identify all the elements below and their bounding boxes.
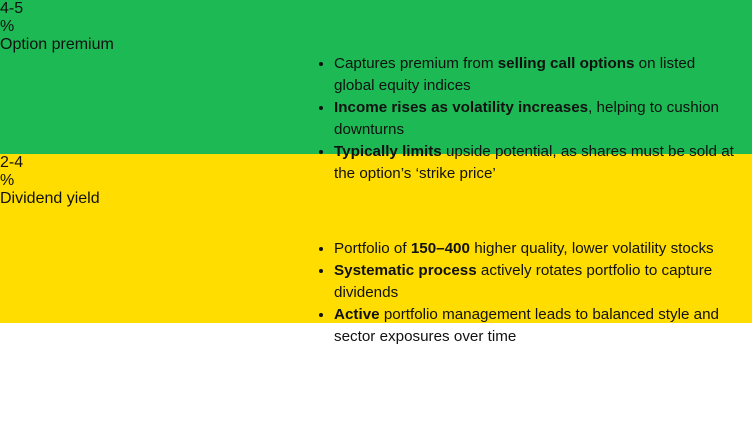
stat-unit: % (0, 172, 15, 189)
bullet-item: Active portfolio management leads to bal… (334, 304, 734, 348)
text: portfolio management leads to balanced s… (334, 306, 719, 345)
bold-text: Active (334, 306, 380, 323)
text: Captures premium from (334, 55, 498, 72)
stat-number: 4-5 (0, 0, 24, 17)
bullet-list: Portfolio of 150–400 higher quality, low… (316, 238, 734, 348)
stat-number: 2-4 (0, 154, 24, 171)
bold-text: Typically limits (334, 143, 442, 160)
stat-box: 4-5% Option premium (0, 0, 752, 154)
bullet-item: Systematic process actively rotates port… (334, 260, 734, 304)
text: on listed global equity indices (334, 55, 696, 94)
bullet-item: Captures premium from selling call optio… (334, 53, 734, 97)
bullet-item: Income rises as volatility increases, he… (334, 97, 734, 141)
stat-label: Dividend yield (0, 190, 100, 207)
text: , helping to cushion downturns (334, 99, 719, 138)
text: higher quality, lower volatility stocks (469, 240, 714, 257)
text: Portfolio of (334, 240, 411, 257)
bold-text: selling call options (497, 55, 635, 72)
stat-unit: % (0, 18, 15, 35)
bullet-item: Portfolio of 150–400 higher quality, low… (334, 238, 734, 260)
stat-box: 2-4% Dividend yield (0, 154, 752, 323)
text: upside potential, as shares must be sold… (334, 143, 734, 182)
stat-label: Option premium (0, 36, 114, 53)
bold-text: 150–400 (410, 240, 470, 257)
text: actively rotates portfolio to capture di… (334, 262, 713, 301)
bold-text: Systematic process (334, 262, 477, 279)
bullet-list: Captures premium from selling call optio… (316, 53, 734, 185)
bullet-item: Typically limits upside potential, as sh… (334, 141, 734, 185)
bold-text: Income rises as volatility increases (334, 99, 589, 116)
